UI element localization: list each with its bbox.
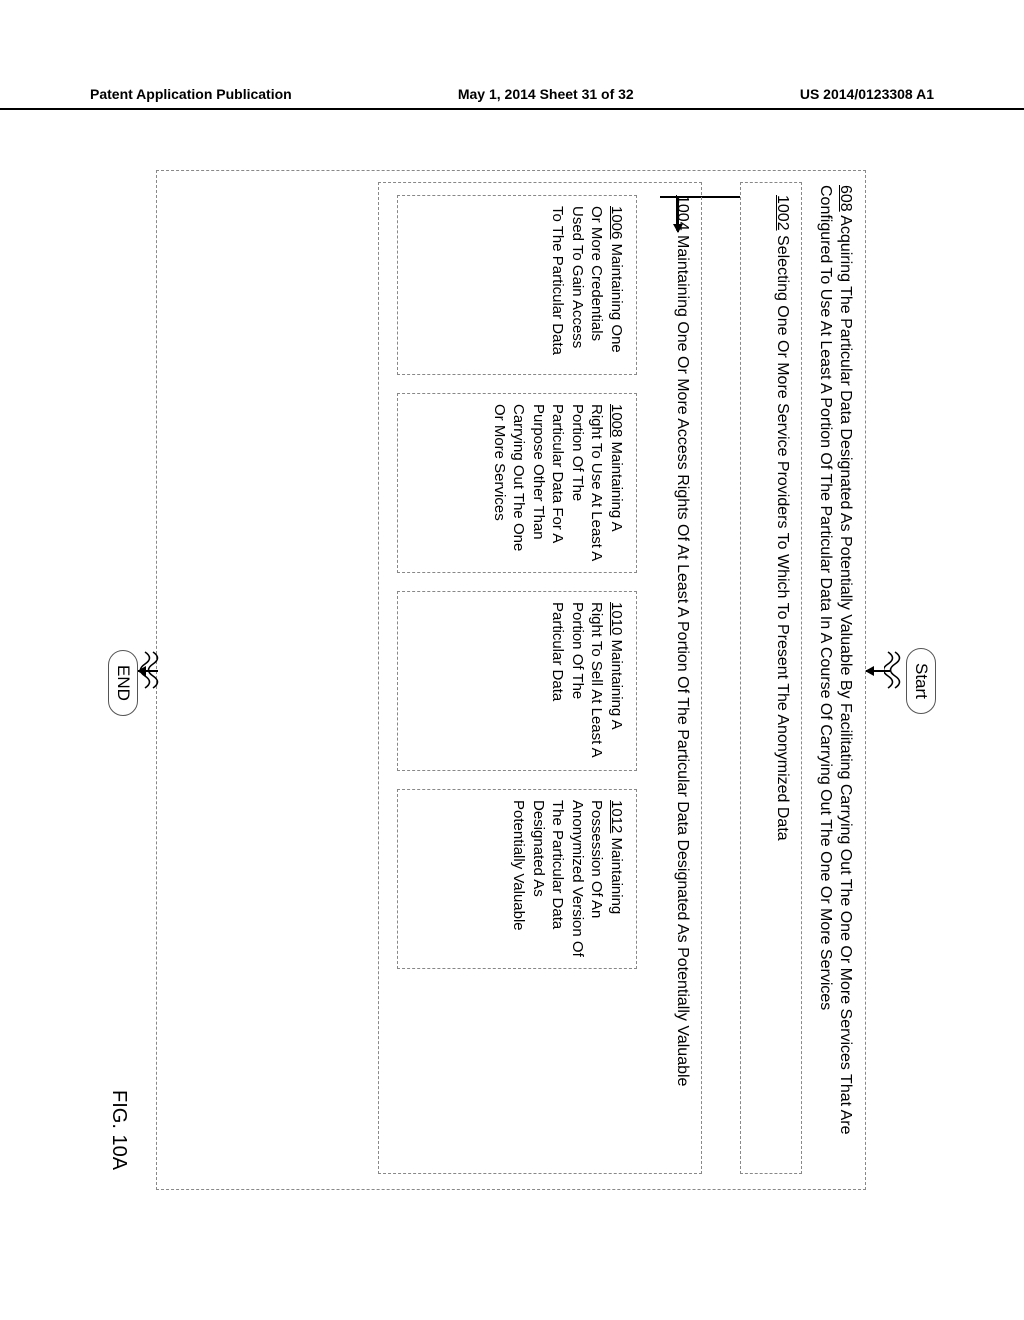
box-1006-num: 1006 (608, 206, 625, 239)
box-1008-num: 1008 (608, 404, 625, 437)
box-1002-num: 1002 (774, 195, 791, 231)
box-1004-num: 1004 (674, 195, 691, 231)
box-1002-text: Selecting One Or More Service Providers … (774, 231, 791, 841)
box-1006: 1006 Maintaining One Or More Credentials… (397, 195, 637, 375)
box-1012: 1012 Maintaining Possession Of An Anonym… (397, 789, 637, 969)
figure-area: Start 608 Acquiring The Particular Data … (90, 170, 930, 1190)
box-608-text: Acquiring The Particular Data Designated… (817, 185, 854, 1135)
box-1004-text: Maintaining One Or More Access Rights Of… (674, 231, 691, 1087)
arrow-start-to-608 (866, 670, 890, 672)
box-1002: 1002 Selecting One Or More Service Provi… (740, 182, 802, 1174)
box-1012-num: 1012 (608, 800, 625, 833)
header-center: May 1, 2014 Sheet 31 of 32 (458, 86, 634, 102)
box-1004: 1004 Maintaining One Or More Access Righ… (378, 182, 702, 1174)
figure-label: FIG. 10A (107, 1090, 130, 1170)
squiggle-top-1 (884, 650, 906, 694)
box-1008-text: Maintaining A Right To Use At Least A Po… (491, 404, 625, 561)
arrow-to-end (138, 670, 158, 672)
box-1008: 1008 Maintaining A Right To Use At Least… (397, 393, 637, 573)
start-terminal: Start (906, 648, 936, 714)
header-left: Patent Application Publication (90, 86, 292, 102)
box-608-num: 608 (837, 185, 854, 212)
box-1010-num: 1010 (608, 602, 625, 635)
box-1010: 1010 Maintaining A Right To Sell At Leas… (397, 591, 637, 771)
end-terminal: END (108, 650, 138, 716)
header-right: US 2014/0123308 A1 (800, 86, 934, 102)
